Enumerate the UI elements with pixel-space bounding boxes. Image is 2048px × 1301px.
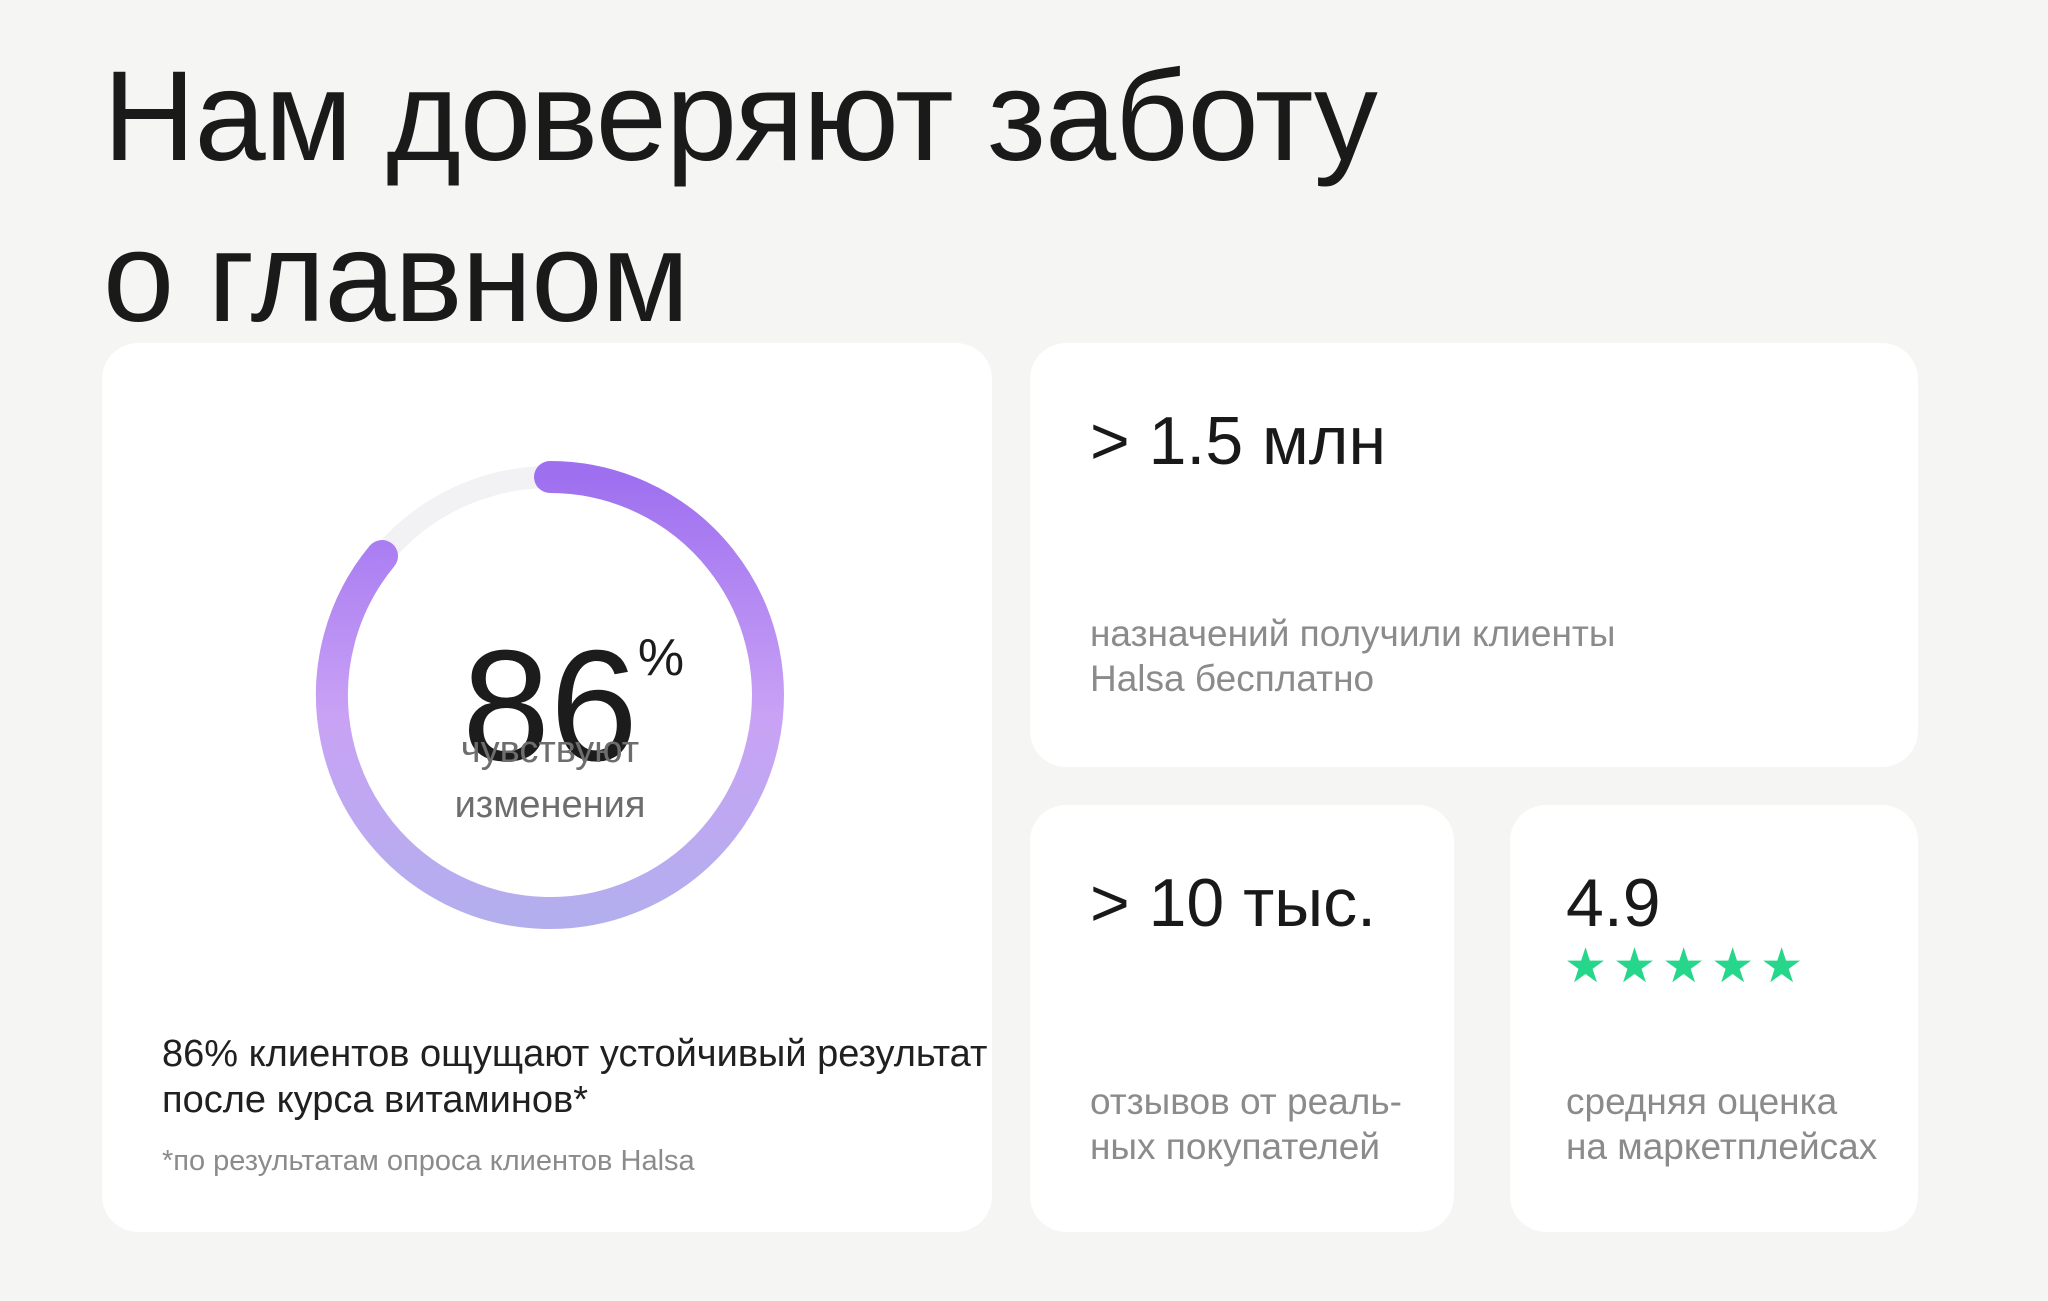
reviews-value: > 10 тыс.	[1090, 865, 1377, 941]
prescriptions-value: > 1.5 млн	[1090, 403, 1387, 479]
survey-result-card: 86% чувствуют изменения 86% клиентов ощущ…	[102, 343, 992, 1232]
survey-description: 86% клиентов ощущают устойчивый результа…	[162, 1031, 987, 1123]
percent-value: 86%	[462, 618, 685, 794]
reviews-card: > 10 тыс. отзывов от реаль-ных покупател…	[1030, 805, 1454, 1232]
prescriptions-caption-line1: назначений получили клиенты	[1090, 613, 1616, 654]
rating-caption-line2: на маркетплейсах	[1566, 1126, 1878, 1167]
section-title-line2: о главном	[103, 206, 689, 349]
rating-caption: средняя оценка на маркетплейсах	[1566, 1079, 1877, 1169]
percent-caption-line2: изменения	[454, 784, 646, 826]
star-rating-icons: ★★★★★	[1564, 940, 1810, 993]
section-title: Нам доверяют заботу о главном	[103, 36, 1378, 358]
survey-description-line2: после курса витаминов*	[162, 1079, 588, 1121]
survey-description-line1: 86% клиентов ощущают устойчивый результа…	[162, 1033, 988, 1075]
percent-number: 86	[462, 618, 638, 794]
survey-footnote: *по результатам опроса клиентов Halsa	[162, 1145, 695, 1177]
rating-caption-line1: средняя оценка	[1566, 1081, 1838, 1122]
reviews-caption-line1: отзывов от реаль-	[1090, 1081, 1402, 1122]
percent-caption: чувствуют изменения	[313, 723, 787, 833]
percent-caption-line1: чувствуют	[460, 729, 640, 771]
section-title-line1: Нам доверяют заботу	[103, 45, 1378, 188]
rating-value: 4.9	[1566, 865, 1661, 941]
progress-ring-chart	[315, 461, 784, 929]
ring-progress-arc	[315, 461, 784, 929]
rating-card: 4.9 ★★★★★ средняя оценка на маркетплейсах	[1510, 805, 1918, 1232]
prescriptions-caption: назначений получили клиенты Halsa бесплат…	[1090, 611, 1615, 701]
prescriptions-card: > 1.5 млн назначений получили клиенты Hal…	[1030, 343, 1918, 767]
reviews-caption: отзывов от реаль-ных покупателей	[1090, 1079, 1402, 1169]
prescriptions-caption-line2: Halsa бесплатно	[1090, 658, 1375, 699]
reviews-caption-line2: ных покупателей	[1090, 1126, 1381, 1167]
